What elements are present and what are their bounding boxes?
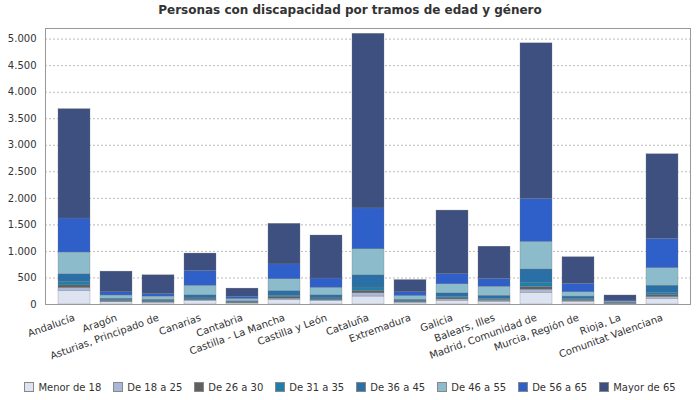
svg-text:Castilla - La Mancha: Castilla - La Mancha	[188, 311, 287, 357]
svg-text:1.000: 1.000	[8, 246, 37, 257]
svg-text:Canarias: Canarias	[157, 311, 203, 338]
svg-text:Balears, Illes: Balears, Illes	[432, 311, 497, 344]
svg-text:1.500: 1.500	[8, 219, 37, 230]
svg-text:Cantabria: Cantabria	[194, 311, 245, 339]
svg-text:4.000: 4.000	[8, 86, 37, 97]
svg-text:500: 500	[17, 272, 36, 283]
svg-text:Galicia: Galicia	[418, 311, 455, 334]
svg-text:Murcia, Región de: Murcia, Región de	[492, 311, 581, 353]
svg-text:Rioja, La: Rioja, La	[578, 311, 623, 337]
svg-text:5.000: 5.000	[8, 33, 37, 44]
svg-text:Madrid, Comunidad de: Madrid, Comunidad de	[427, 311, 539, 361]
html-text:Mayor de 65: Mayor de 65	[613, 381, 676, 393]
html-text:Personas con discapacidad por: Personas con discapacidad por tramos de …	[158, 3, 542, 17]
svg-text:2.500: 2.500	[8, 166, 37, 177]
svg-text:0: 0	[30, 299, 36, 310]
svg-text:Andalucía: Andalucía	[26, 312, 76, 339]
svg-text:3.000: 3.000	[8, 139, 37, 150]
html-text:Menor de 18: Menor de 18	[38, 381, 102, 393]
svg-text:Comunitat Valenciana: Comunitat Valenciana	[557, 312, 664, 360]
html-text:De 31 a 35: De 31 a 35	[289, 381, 345, 393]
svg-text:Castilla y León: Castilla y León	[256, 312, 328, 347]
html-text:De 56 a 65: De 56 a 65	[532, 381, 588, 393]
html-text:De 36 a 45: De 36 a 45	[370, 381, 426, 393]
html-text:De 46 a 55: De 46 a 55	[451, 381, 507, 393]
svg-text:Aragón: Aragón	[80, 311, 119, 335]
svg-text:4.500: 4.500	[8, 60, 37, 71]
svg-text:Extremadura: Extremadura	[347, 312, 412, 345]
svg-text:Asturias, Principado de: Asturias, Principado de	[49, 312, 161, 362]
html-text:De 18 a 25: De 18 a 25	[127, 381, 183, 393]
svg-text:Cataluña: Cataluña	[324, 311, 371, 338]
svg-text:2.000: 2.000	[8, 193, 37, 204]
html-text:De 26 a 30: De 26 a 30	[208, 381, 264, 393]
svg-text:3.500: 3.500	[8, 113, 37, 124]
